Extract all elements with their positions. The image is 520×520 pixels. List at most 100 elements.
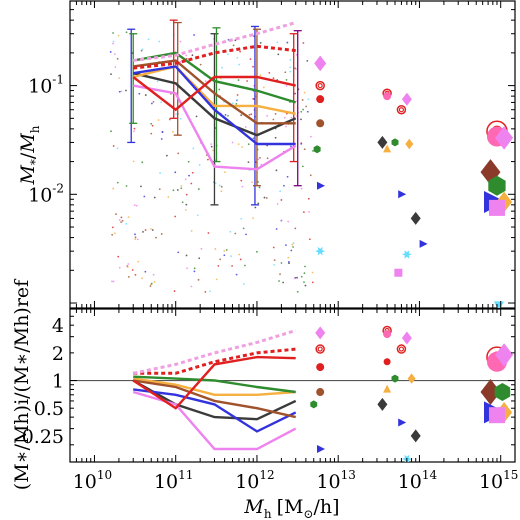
- noise-point: [234, 39, 237, 42]
- noise-point: [117, 255, 120, 258]
- noise-point: [236, 94, 239, 96]
- noise-point: [177, 152, 180, 155]
- noise-point: [248, 113, 251, 116]
- halo-marker: [493, 301, 504, 308]
- noise-point: [259, 156, 261, 159]
- halo-marker: [396, 104, 407, 115]
- noise-point: [257, 202, 260, 205]
- top-y-axis-label: M*/Mh: [17, 125, 42, 185]
- noise-point: [171, 130, 174, 133]
- noise-point: [231, 102, 234, 105]
- noise-point: [292, 246, 294, 248]
- noise-point: [280, 199, 283, 201]
- noise-point: [294, 227, 297, 230]
- noise-point: [224, 171, 226, 174]
- noise-point: [116, 57, 119, 60]
- noise-point: [150, 132, 153, 135]
- y-tick-label: 10-2: [28, 181, 64, 206]
- noise-point: [257, 158, 260, 161]
- noise-point: [140, 49, 143, 52]
- noise-point: [289, 145, 292, 148]
- noise-point: [192, 147, 195, 150]
- y-tick-label: 4: [52, 315, 64, 337]
- noise-point: [120, 216, 123, 219]
- noise-point: [113, 53, 116, 55]
- series-line: [133, 44, 296, 70]
- noise-point: [147, 38, 150, 41]
- noise-point: [221, 66, 223, 69]
- halo-marker-inner: [398, 346, 405, 352]
- noise-point: [289, 58, 292, 61]
- noise-point: [198, 164, 201, 166]
- noise-point: [207, 158, 209, 161]
- noise-point: [114, 66, 117, 68]
- noise-point: [240, 218, 243, 220]
- halo-marker: [315, 246, 326, 256]
- noise-point: [160, 101, 163, 104]
- noise-point: [219, 258, 222, 261]
- noise-point: [174, 215, 177, 218]
- y-tick-label: 1: [52, 371, 64, 393]
- noise-point: [151, 124, 154, 127]
- noise-point: [185, 254, 188, 257]
- noise-point: [199, 63, 202, 66]
- halo-marker: [410, 211, 421, 225]
- noise-point: [110, 130, 112, 133]
- noise-point: [302, 42, 305, 44]
- noise-point: [287, 220, 290, 223]
- noise-point: [303, 91, 306, 94]
- halo-marker: [401, 92, 412, 106]
- noise-point: [111, 226, 114, 229]
- series-line: [132, 75, 296, 112]
- noise-point: [242, 227, 245, 230]
- x-tick-label: 1012: [235, 468, 274, 493]
- noise-point: [190, 182, 193, 185]
- noise-point: [232, 44, 235, 47]
- noise-point: [112, 280, 115, 283]
- halo-marker-inner: [317, 82, 323, 89]
- noise-point: [134, 233, 136, 236]
- noise-point: [244, 126, 247, 128]
- noise-point: [273, 259, 276, 262]
- noise-point: [301, 165, 304, 168]
- noise-point: [300, 142, 303, 145]
- noise-point: [291, 243, 294, 246]
- noise-point: [300, 118, 302, 121]
- noise-point: [152, 100, 155, 103]
- noise-point: [288, 262, 290, 265]
- halo-marker: [377, 397, 388, 411]
- noise-point: [118, 90, 121, 93]
- noise-point: [116, 147, 119, 150]
- series-line: [132, 84, 297, 171]
- noise-point: [174, 171, 177, 174]
- noise-point: [231, 141, 234, 144]
- noise-point: [239, 258, 242, 261]
- noise-point: [179, 40, 182, 43]
- noise-point: [137, 260, 140, 263]
- noise-point: [312, 150, 314, 152]
- noise-point: [293, 277, 296, 280]
- noise-point: [272, 118, 275, 121]
- noise-point: [195, 115, 198, 118]
- noise-point: [144, 270, 147, 273]
- x-tick-label: 1014: [398, 468, 438, 493]
- noise-point: [223, 249, 226, 252]
- noise-point: [190, 285, 193, 288]
- noise-point: [187, 160, 190, 163]
- noise-point: [125, 89, 127, 92]
- x-tick-label: 1010: [73, 468, 112, 493]
- noise-point: [141, 161, 144, 164]
- noise-point: [161, 131, 164, 133]
- stellar-to-halo-mass-panel: 10-1 10-2 M*/Mh: [17, 0, 516, 309]
- noise-point: [113, 232, 116, 235]
- halo-marker: [488, 199, 505, 216]
- halo-marker: [316, 388, 325, 397]
- noise-point: [308, 238, 311, 241]
- series-lines: [132, 21, 297, 171]
- noise-point: [125, 185, 128, 187]
- noise-point: [111, 280, 113, 283]
- halo-marker: [315, 80, 325, 91]
- noise-point: [258, 186, 261, 189]
- noise-point: [265, 197, 268, 199]
